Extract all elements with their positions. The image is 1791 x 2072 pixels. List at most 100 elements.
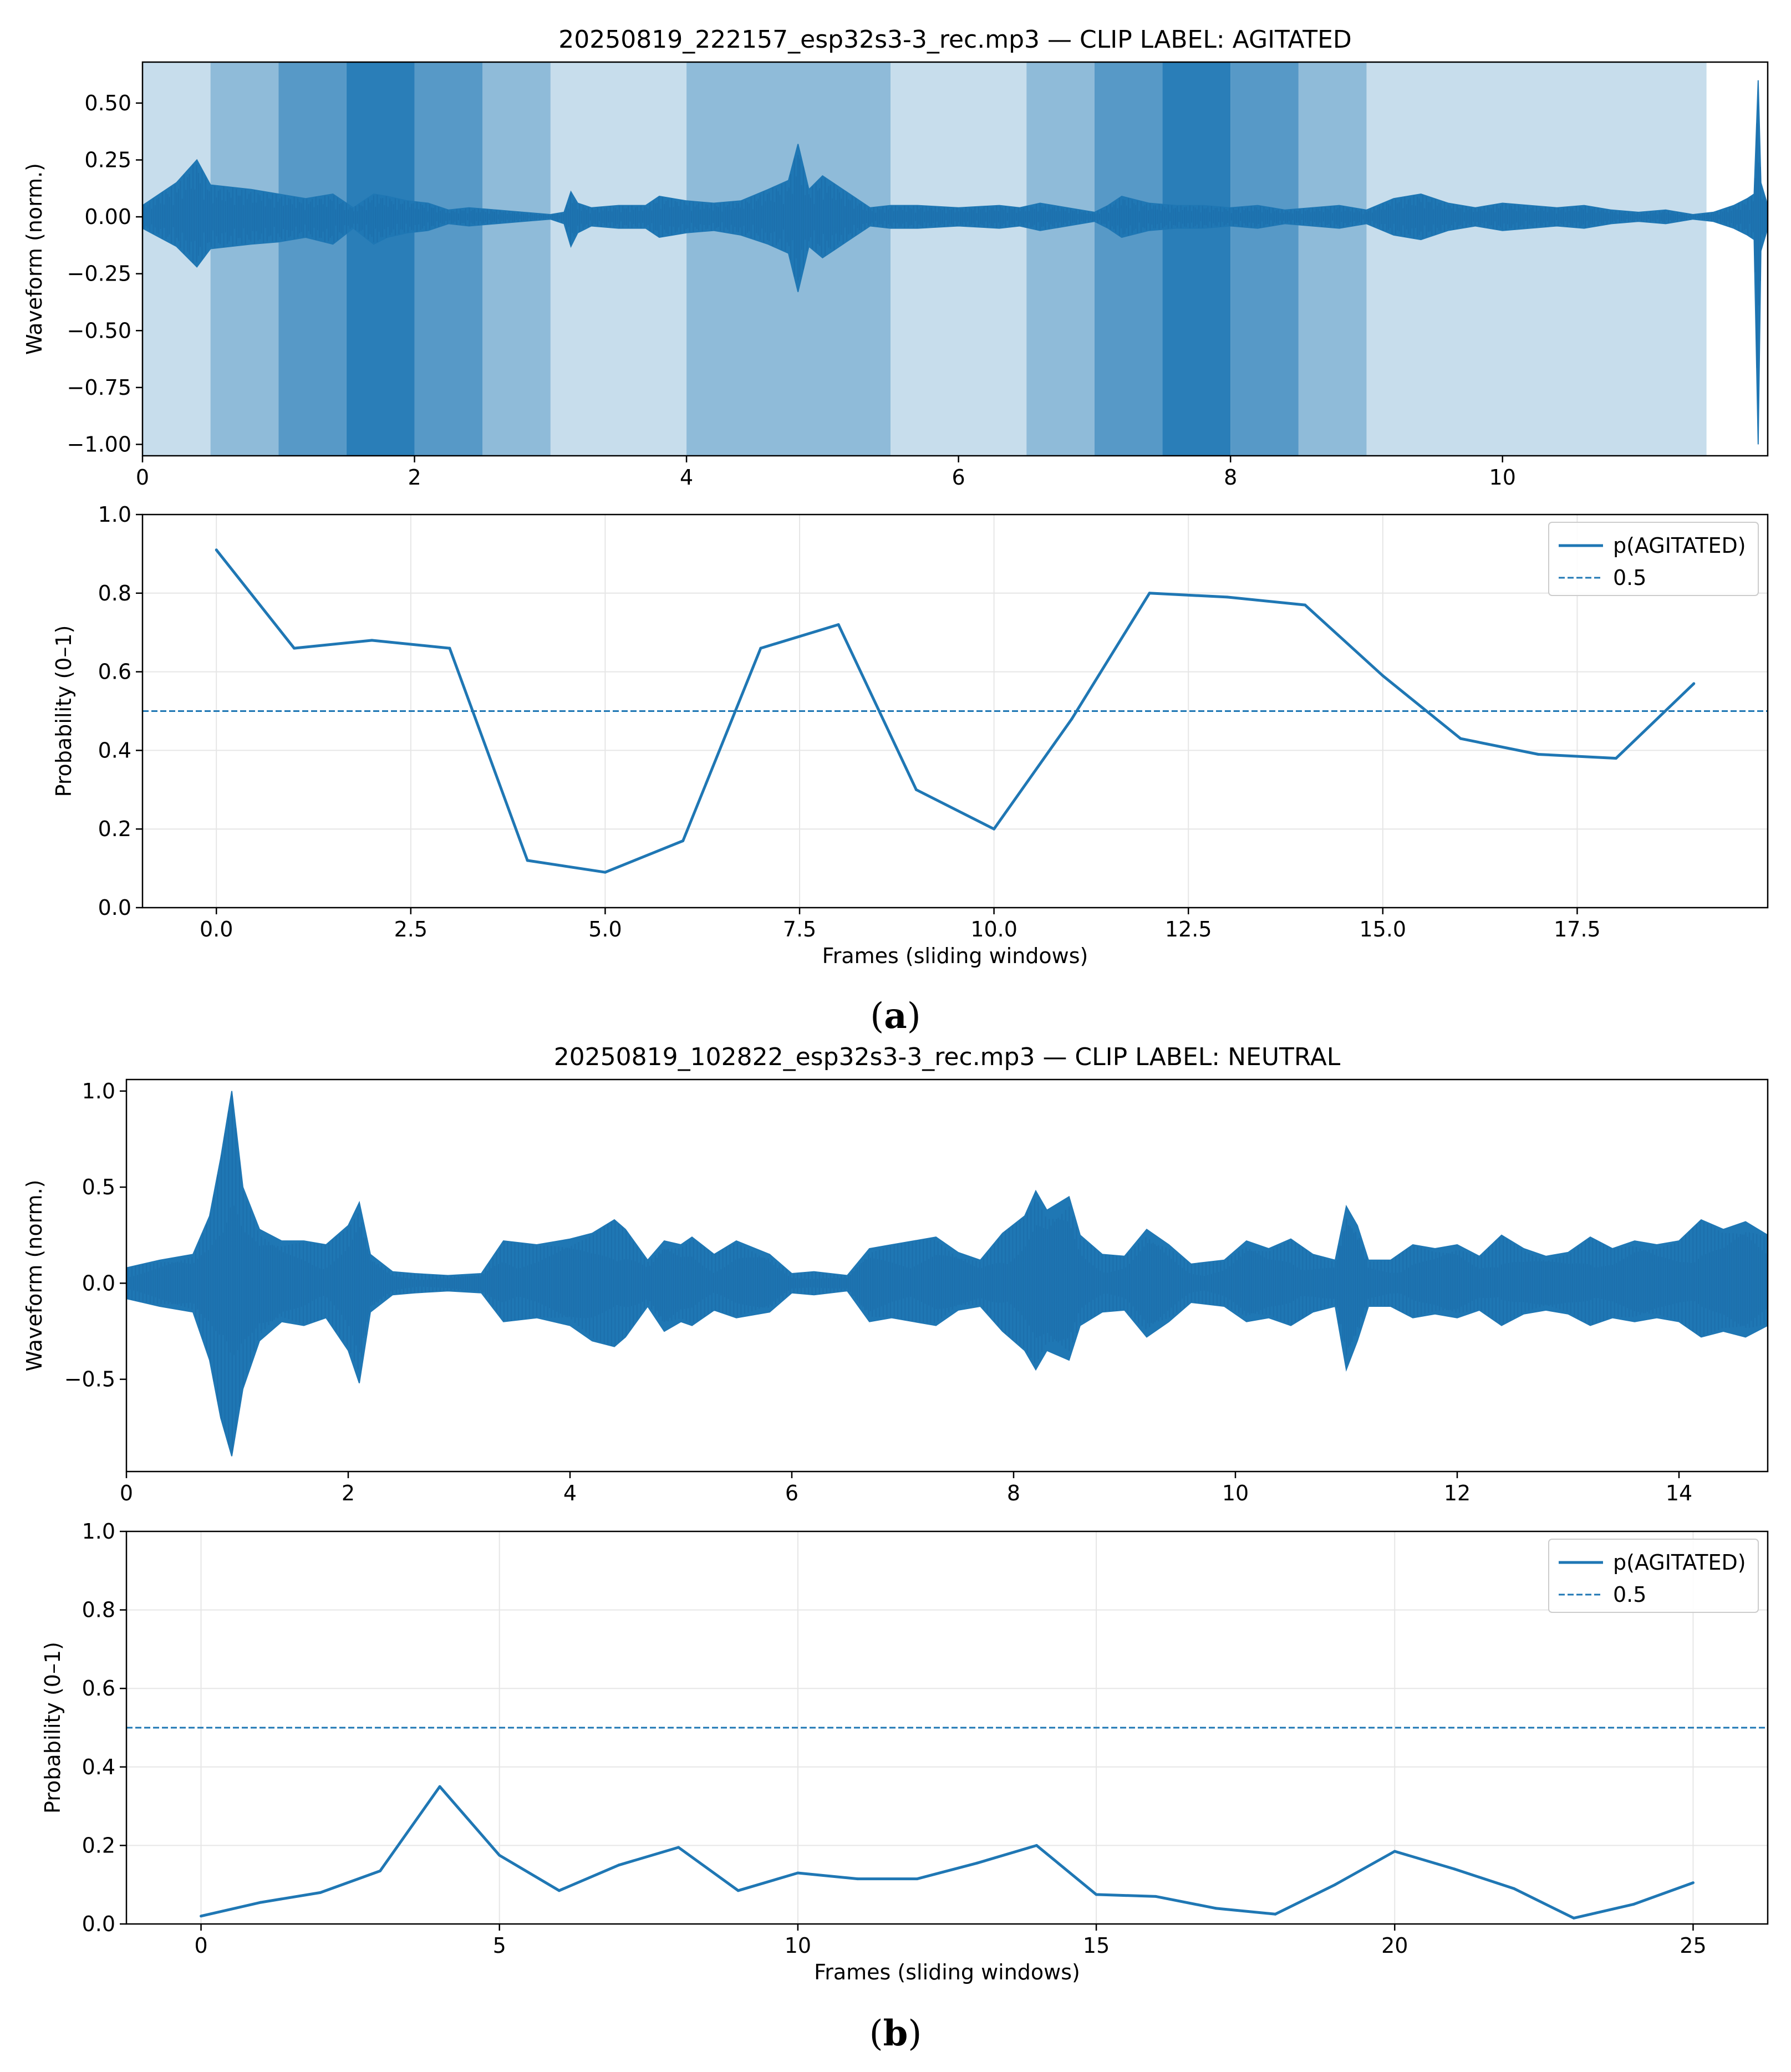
x-tick-label: 10 [1489, 465, 1516, 490]
legend: p(AGITATED) 0.5 [1548, 1539, 1759, 1613]
x-tick-label: 4 [563, 1481, 577, 1505]
data-point [975, 1861, 979, 1865]
y-axis-label: Waveform (norm.) [22, 1179, 47, 1371]
y-tick-label: 1.0 [82, 1519, 115, 1544]
data-point [1632, 1903, 1635, 1906]
data-point [914, 788, 918, 791]
x-tick-label: 2 [342, 1481, 355, 1505]
chart-panel-a-top: 0 2 4 6 8 10 0.50 0.25 0.00 −0.25 −0.50 −0.75 −1.00 W… [22, 26, 1769, 490]
x-tick-label: 2 [408, 465, 421, 490]
legend: p(AGITATED) 0.5 [1548, 522, 1759, 596]
y-tick-label: 0.5 [82, 1175, 115, 1199]
shading-band [890, 62, 1027, 456]
shading-band [1230, 62, 1299, 456]
x-tick-label: 15 [1083, 1933, 1110, 1958]
shading-band [482, 62, 551, 456]
y-axis-label: Waveform (norm.) [22, 163, 47, 355]
data-point [1453, 1867, 1456, 1871]
data-point [1381, 674, 1385, 678]
shading-band [210, 62, 279, 456]
y-tick-label: 0.00 [84, 205, 131, 229]
x-tick-label: 10 [1222, 1481, 1249, 1505]
data-point [370, 639, 374, 642]
chart-title: 20250819_102822_esp32s3-3_rec.mp3 — CLIP… [554, 1043, 1341, 1071]
data-point [557, 1889, 561, 1892]
shading-band [346, 62, 415, 456]
y-tick-label: −0.75 [67, 375, 131, 400]
y-tick-label: 0.6 [98, 660, 131, 684]
x-tick-label: 4 [680, 465, 693, 490]
y-axis-label: Probability (0–1) [52, 625, 76, 797]
shading-band [686, 62, 891, 456]
y-tick-label: 0.0 [82, 1271, 115, 1295]
y-tick-label: 0.25 [84, 147, 131, 172]
chart-panel-b-bottom: 0 5 10 15 20 25 0.0 0.2 0.4 0.6 0.8 1.0 Probability … [40, 1519, 1769, 1984]
data-point [1513, 1887, 1516, 1890]
waveform-texture [126, 1096, 1768, 1453]
y-tick-label: 1.0 [82, 1079, 115, 1103]
shading-band [550, 62, 687, 456]
y-tick-label: 0.8 [98, 581, 131, 605]
chart-panel-a-bottom: 0.0 2.5 5.0 7.5 10.0 12.5 15.0 17.5 0.0 0.2 0.4 0.6… [52, 502, 1769, 968]
y-tick-label: 0.4 [98, 738, 131, 762]
x-tick-label: 0 [136, 465, 149, 490]
data-point [617, 1864, 620, 1867]
y-tick-label: 0.6 [82, 1676, 115, 1701]
caption-a-letter: a [884, 995, 907, 1037]
x-tick-label: 0.0 [200, 917, 233, 941]
shading-band [278, 62, 347, 456]
legend-label: p(AGITATED) [1613, 1550, 1746, 1575]
y-tick-label: −0.50 [67, 318, 131, 343]
data-point [1536, 752, 1540, 756]
data-point [1692, 682, 1696, 685]
x-tick-label: 0 [120, 1481, 133, 1505]
y-tick-label: 0.50 [84, 91, 131, 115]
x-tick-label: 5 [493, 1933, 506, 1958]
chart-title: 20250819_222157_esp32s3-3_rec.mp3 — CLIP… [558, 26, 1352, 54]
shading-band [1298, 62, 1367, 456]
series-line [215, 549, 1695, 874]
x-tick-label: 6 [952, 465, 965, 490]
data-point [448, 646, 451, 650]
data-point [292, 646, 296, 650]
data-point [1214, 1907, 1217, 1910]
data-point [1615, 757, 1618, 760]
data-point [1393, 1850, 1396, 1853]
x-tick-label: 17.5 [1554, 917, 1601, 941]
x-tick-label: 25 [1680, 1933, 1706, 1958]
y-tick-label: 0.2 [98, 817, 131, 841]
x-tick-label: 7.5 [783, 917, 816, 941]
data-point [736, 1889, 740, 1892]
legend-label: p(AGITATED) [1613, 533, 1746, 558]
caption-b: (b) [869, 2013, 922, 2054]
y-tick-label: 0.0 [82, 1912, 115, 1936]
data-point [319, 1891, 322, 1894]
data-point [603, 870, 607, 874]
data-point [681, 839, 685, 842]
x-tick-label: 14 [1666, 1481, 1692, 1505]
x-axis-label: Frames (sliding windows) [814, 1960, 1080, 1984]
caption-a: (a) [870, 995, 921, 1037]
x-tick-label: 2.5 [394, 917, 428, 941]
axes-frame [125, 1078, 1769, 1473]
data-point [215, 548, 218, 552]
y-axis-label: Probability (0–1) [40, 1642, 65, 1814]
legend-label: 0.5 [1613, 1582, 1646, 1607]
data-point [677, 1846, 680, 1849]
y-tick-label: 0.2 [82, 1833, 115, 1857]
x-tick-label: 8 [1224, 465, 1237, 490]
shading-band [1026, 62, 1095, 456]
data-point [259, 1901, 262, 1904]
plot-area [143, 62, 1768, 456]
data-point [526, 859, 529, 862]
data-point [1274, 1912, 1277, 1916]
shading-band [414, 62, 483, 456]
data-point [856, 1877, 859, 1881]
data-point [837, 623, 840, 627]
data-point [1304, 603, 1307, 607]
y-tick-label: 1.0 [98, 502, 131, 527]
plot-area [126, 1091, 1768, 1457]
x-tick-label: 10.0 [970, 917, 1017, 941]
caption-b-letter: b [883, 2013, 908, 2054]
